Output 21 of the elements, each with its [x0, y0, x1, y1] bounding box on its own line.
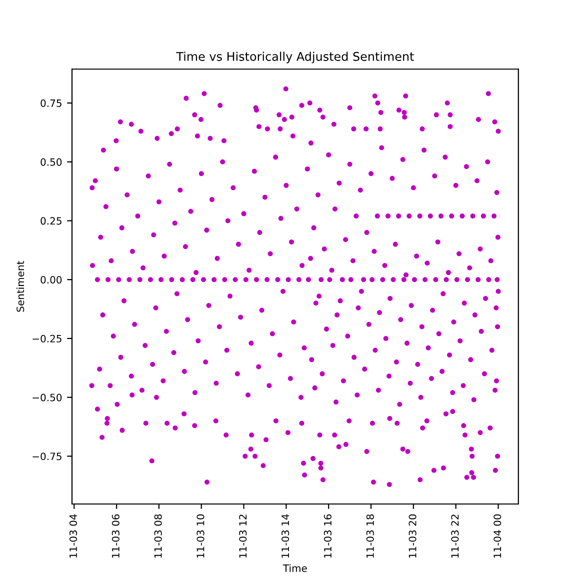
x-tick-label: 11-03 16 — [324, 514, 332, 558]
x-tick-label: 11-03 18 — [366, 514, 374, 558]
x-tick-label: 11-03 12 — [239, 514, 247, 558]
y-tick-label: 0.00 — [40, 276, 62, 284]
x-tick-label: 11-03 06 — [112, 514, 120, 558]
x-tick-label: 11-03 08 — [154, 514, 162, 558]
x-tick-label: 11-03 04 — [69, 514, 78, 558]
y-tick-label: −0.75 — [32, 452, 62, 460]
chart-title: Time vs Historically Adjusted Sentiment — [176, 52, 414, 64]
x-tick-label: 11-03 14 — [282, 514, 290, 558]
y-tick-label: 0.75 — [40, 99, 62, 107]
x-tick-label: 11-03 20 — [408, 514, 416, 558]
y-tick-label: −0.50 — [32, 394, 62, 402]
y-axis-title: Sentiment — [16, 260, 24, 312]
y-tick-label: 0.25 — [40, 217, 62, 225]
x-tick-label: 11-03 22 — [451, 514, 459, 558]
x-tick-label: 11-04 00 — [494, 514, 502, 558]
y-tick-label: 0.50 — [40, 158, 62, 166]
x-tick-label: 11-03 10 — [196, 514, 204, 558]
x-axis-title: Time — [282, 564, 307, 572]
y-tick-label: −0.25 — [32, 334, 62, 342]
